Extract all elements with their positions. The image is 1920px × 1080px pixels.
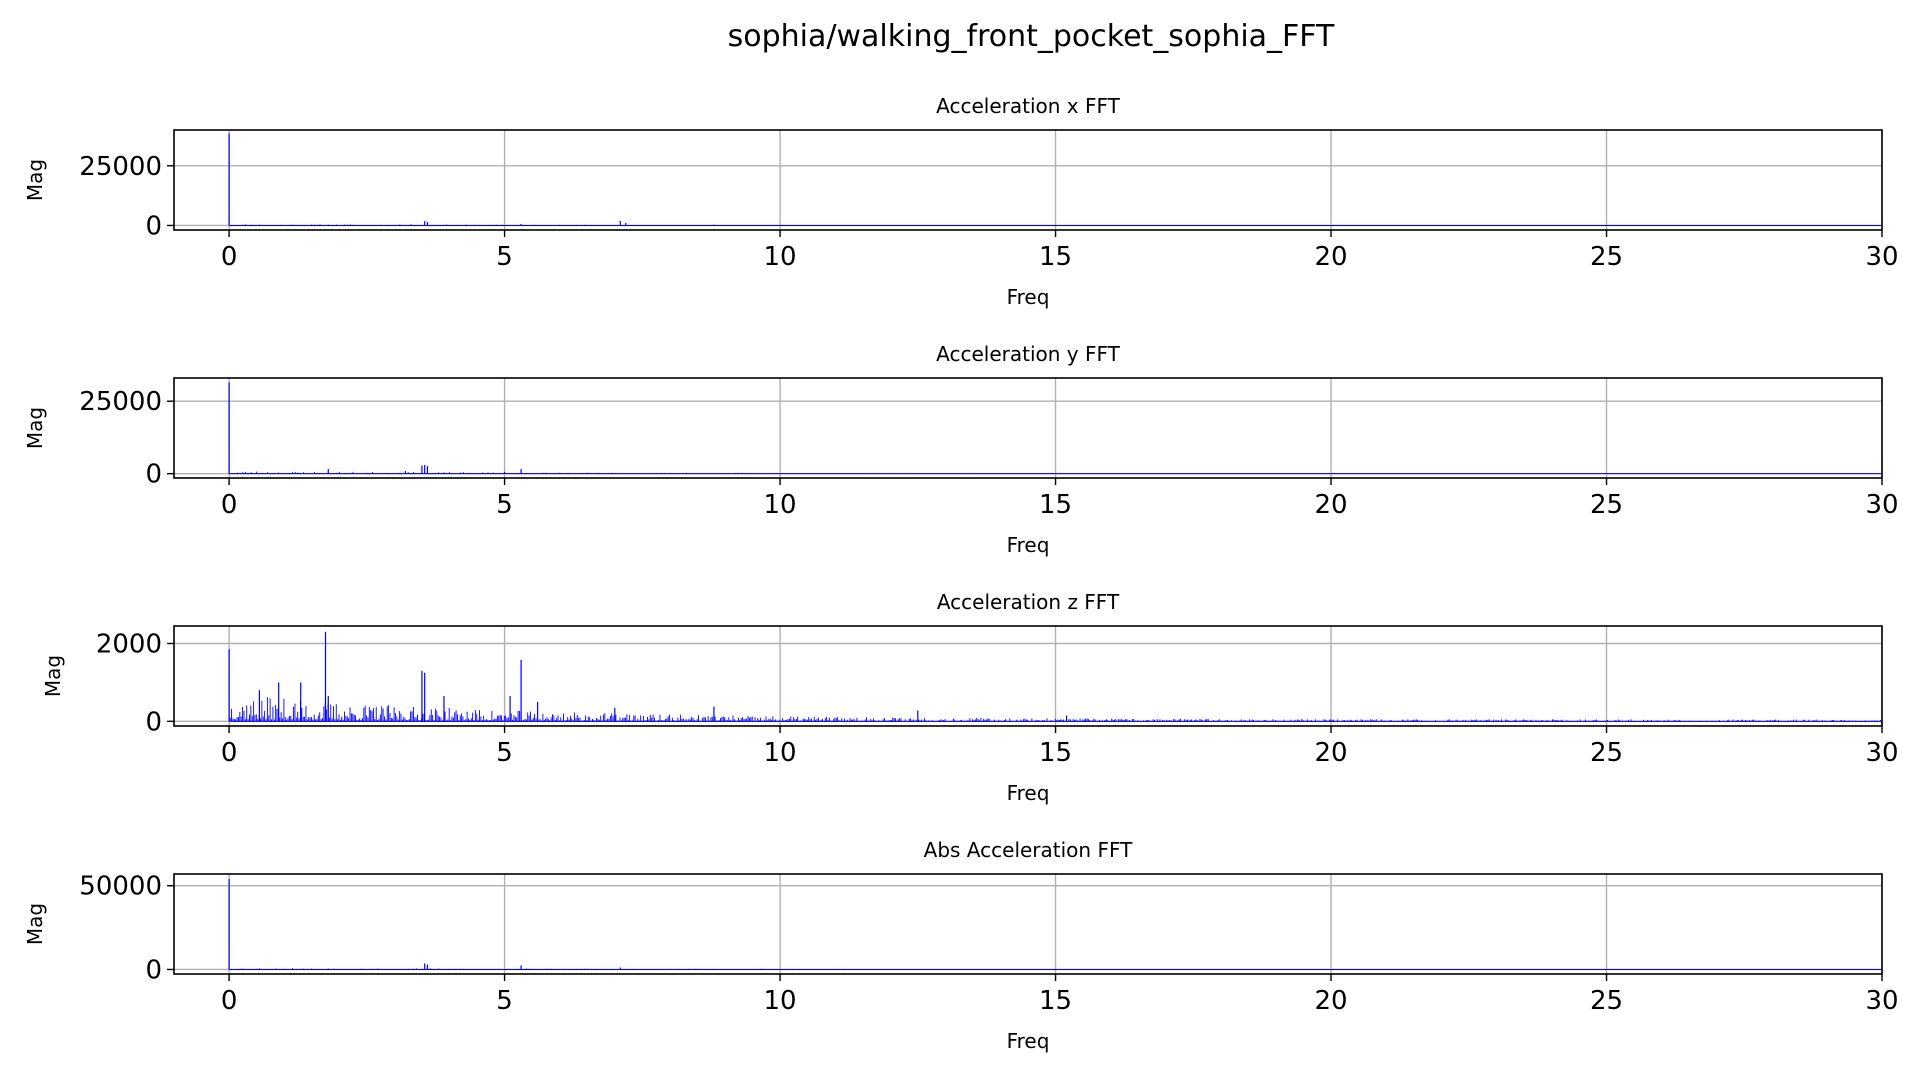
x-tick-label: 30 (1865, 242, 1898, 272)
y-tick-label: 25000 (79, 152, 162, 182)
x-tick-label: 25 (1590, 986, 1623, 1016)
x-tick-label: 15 (1039, 738, 1072, 768)
y-axis-label: Mag (41, 655, 65, 697)
y-axis-label: Mag (23, 407, 47, 449)
x-axis-label: Freq (1007, 1029, 1050, 1053)
x-tick-label: 25 (1590, 242, 1623, 272)
x-tick-label: 20 (1314, 738, 1347, 768)
x-tick-label: 15 (1039, 490, 1072, 520)
subplot-title: Abs Acceleration FFT (924, 838, 1133, 862)
x-tick-label: 10 (764, 738, 797, 768)
x-tick-label: 0 (221, 738, 238, 768)
x-tick-label: 5 (496, 986, 513, 1016)
x-tick-label: 20 (1314, 242, 1347, 272)
y-tick-label: 2000 (96, 630, 162, 660)
subplot-title: Acceleration y FFT (936, 342, 1120, 366)
x-tick-label: 30 (1865, 986, 1898, 1016)
subplot-1: Acceleration x FFT 0 5 10 15 20 25 30 0 25000 Freq… (23, 94, 1899, 309)
x-tick-label: 10 (764, 242, 797, 272)
y-tick-label: 0 (145, 211, 162, 241)
x-tick-label: 5 (496, 242, 513, 272)
x-tick-label: 20 (1314, 986, 1347, 1016)
x-axis-label: Freq (1007, 781, 1050, 805)
x-tick-label: 25 (1590, 738, 1623, 768)
subplot-3: Acceleration z FFT 0 5 10 15 20 25 30 0 2000 Freq M… (41, 590, 1899, 805)
x-tick-label: 10 (764, 490, 797, 520)
y-tick-label: 25000 (79, 387, 162, 417)
axes-frame (173, 873, 1883, 975)
x-tick-label: 10 (764, 986, 797, 1016)
x-tick-label: 0 (221, 986, 238, 1016)
x-tick-label: 5 (496, 738, 513, 768)
x-tick-label: 0 (221, 490, 238, 520)
x-tick-label: 20 (1314, 490, 1347, 520)
x-tick-label: 5 (496, 490, 513, 520)
subplot-title: Acceleration z FFT (937, 590, 1120, 614)
axes-frame (173, 377, 1883, 479)
subplot-4: Abs Acceleration FFT 0 5 10 15 20 25 30 0 50000 Fr… (23, 838, 1899, 1053)
y-tick-label: 0 (145, 707, 162, 737)
y-axis-label: Mag (23, 903, 47, 945)
subplot-2: Acceleration y FFT 0 5 10 15 20 25 30 0 25000 Freq… (23, 342, 1899, 557)
y-axis-label: Mag (23, 159, 47, 201)
x-tick-label: 0 (221, 242, 238, 272)
x-tick-label: 30 (1865, 490, 1898, 520)
x-axis-label: Freq (1007, 285, 1050, 309)
subplot-title: Acceleration x FFT (936, 94, 1120, 118)
y-tick-label: 0 (145, 460, 162, 490)
axes-frame (173, 625, 1883, 727)
x-tick-label: 15 (1039, 986, 1072, 1016)
x-tick-label: 25 (1590, 490, 1623, 520)
x-tick-label: 30 (1865, 738, 1898, 768)
x-axis-label: Freq (1007, 533, 1050, 557)
axes-frame (173, 129, 1883, 231)
y-tick-label: 0 (145, 955, 162, 985)
figure-title: sophia/walking_front_pocket_sophia_FFT (728, 19, 1335, 54)
y-tick-label: 50000 (79, 872, 162, 902)
x-tick-label: 15 (1039, 242, 1072, 272)
